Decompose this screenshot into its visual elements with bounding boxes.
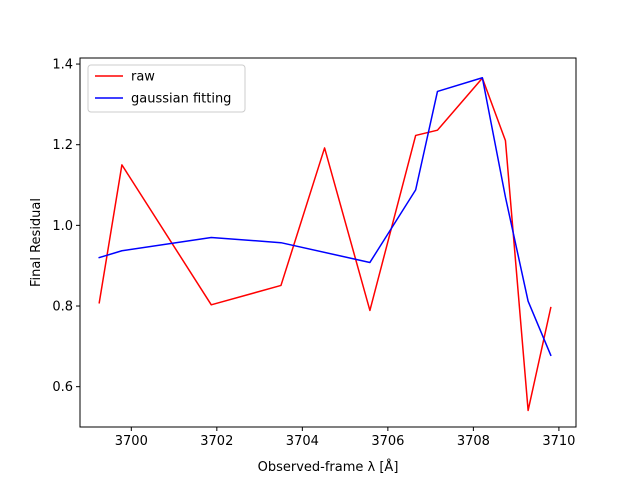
legend-label-raw: raw: [131, 70, 155, 85]
series-line-gaussian-fitting: [98, 77, 552, 357]
y-tick-label: 1.0: [52, 219, 73, 234]
legend-label-gaussian-fitting: gaussian fitting: [131, 92, 231, 107]
x-tick-label: 3706: [371, 434, 404, 449]
x-tick-label: 3702: [200, 434, 233, 449]
x-tick-label: 3704: [286, 434, 319, 449]
y-tick-label: 1.4: [52, 58, 73, 73]
y-axis-label: Final Residual: [29, 198, 44, 287]
x-tick-label: 3708: [457, 434, 490, 449]
x-axis-label: Observed-frame λ [Å]: [258, 459, 399, 475]
y-tick-label: 0.6: [52, 380, 73, 395]
x-tick-label: 3700: [115, 434, 148, 449]
legend-box: [87, 64, 246, 113]
series-line-raw: [98, 77, 552, 412]
plot-area-frame: [79, 57, 577, 428]
y-tick-label: 0.8: [52, 300, 73, 315]
y-tick-label: 1.2: [52, 138, 73, 153]
x-tick-label: 3710: [542, 434, 575, 449]
legend: raw gaussian fitting: [87, 64, 246, 113]
